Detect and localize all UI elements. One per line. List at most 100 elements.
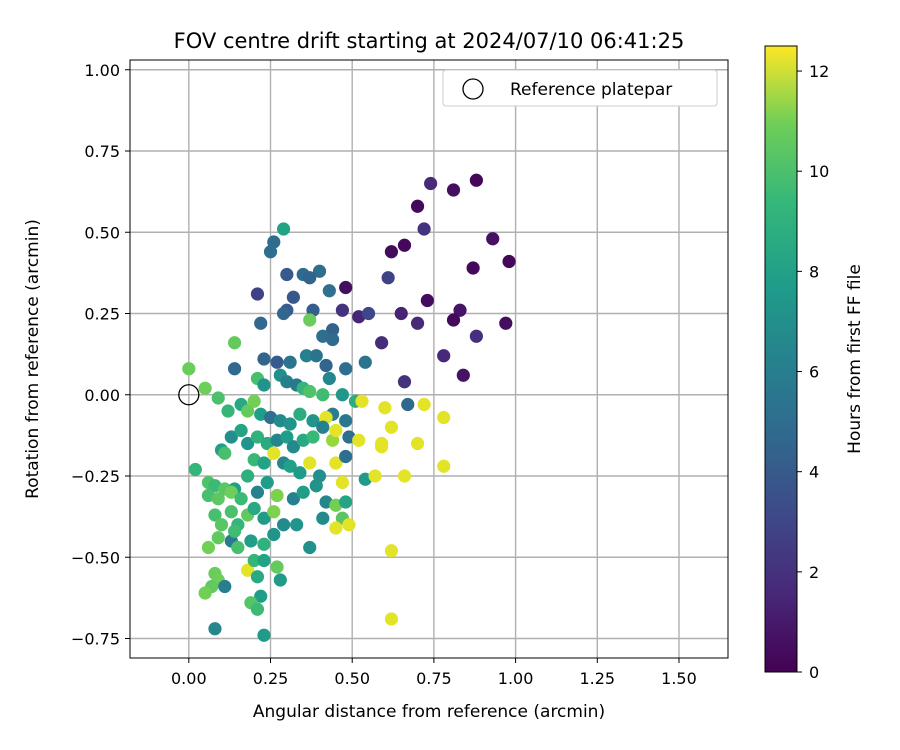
data-point xyxy=(335,303,350,317)
data-point xyxy=(290,518,304,532)
data-point xyxy=(384,420,399,434)
data-point xyxy=(241,404,255,418)
data-point xyxy=(218,446,232,460)
data-point xyxy=(218,579,232,594)
data-point xyxy=(286,290,300,304)
data-point xyxy=(319,358,333,373)
data-point xyxy=(201,540,216,555)
data-point xyxy=(224,485,238,499)
data-point xyxy=(342,518,356,532)
data-point xyxy=(208,622,222,636)
data-point xyxy=(417,397,431,412)
data-point xyxy=(211,531,225,545)
x-tick-label: 0.50 xyxy=(334,669,370,688)
data-point xyxy=(397,238,412,252)
y-axis-label: Rotation from reference (arcmin) xyxy=(23,219,43,499)
data-point xyxy=(270,488,284,503)
data-point xyxy=(263,245,278,259)
data-point xyxy=(326,332,340,347)
data-point xyxy=(227,362,242,376)
data-point xyxy=(283,417,297,431)
data-point xyxy=(211,492,225,506)
data-point xyxy=(410,436,425,451)
y-tick-label: 0.25 xyxy=(84,305,120,324)
data-point xyxy=(247,394,261,408)
x-tick-label: 0.75 xyxy=(416,669,452,688)
colorbar xyxy=(764,45,798,673)
data-point xyxy=(227,524,242,538)
data-point xyxy=(437,410,451,425)
data-point xyxy=(420,293,434,308)
data-point xyxy=(437,349,451,363)
data-point xyxy=(231,540,245,555)
data-point xyxy=(401,397,415,412)
colorbar-tick-label: 2 xyxy=(809,563,819,582)
data-point xyxy=(257,553,271,568)
legend-label-reference: Reference platepar xyxy=(510,80,672,100)
data-point xyxy=(316,388,330,402)
data-point xyxy=(241,469,255,483)
data-point xyxy=(267,505,281,519)
data-point xyxy=(309,479,323,493)
data-point xyxy=(244,534,258,548)
data-point xyxy=(486,232,500,246)
data-point xyxy=(280,430,294,444)
data-point xyxy=(250,602,265,616)
data-point xyxy=(312,264,327,278)
data-point xyxy=(381,271,395,285)
colorbar-label: Hours from first FF file xyxy=(845,264,865,454)
data-point xyxy=(417,222,431,236)
data-point xyxy=(267,446,281,460)
data-point xyxy=(283,355,297,369)
data-point xyxy=(198,586,212,600)
legend-box xyxy=(442,69,718,107)
data-point xyxy=(375,440,389,454)
data-point xyxy=(303,384,317,399)
data-point xyxy=(384,612,399,626)
data-point xyxy=(368,469,382,483)
x-axis-label: Angular distance from reference (arcmin) xyxy=(253,702,605,722)
data-point xyxy=(198,381,212,395)
y-tick-label: −0.50 xyxy=(71,548,120,567)
data-point xyxy=(250,430,265,444)
grid xyxy=(130,60,728,658)
data-point xyxy=(446,183,461,197)
y-tick-label: −0.25 xyxy=(71,467,120,486)
data-point xyxy=(410,199,425,213)
data-point xyxy=(227,336,242,350)
data-point xyxy=(293,407,307,421)
reference-platepar-marker xyxy=(178,384,200,406)
x-axis-ticks: 0.00 0.25 0.50 0.75 1.00 1.25 1.50 xyxy=(171,658,697,688)
data-point xyxy=(188,462,202,477)
data-point xyxy=(286,440,300,454)
data-point xyxy=(247,553,261,568)
data-point xyxy=(502,254,516,269)
data-point xyxy=(224,505,238,519)
data-point xyxy=(329,521,343,535)
data-point xyxy=(394,306,408,321)
chart-title: FOV centre drift starting at 2024/07/10 … xyxy=(174,29,685,53)
data-point xyxy=(296,485,310,499)
y-tick-label: 0.75 xyxy=(84,142,120,161)
data-point xyxy=(257,456,271,470)
data-point xyxy=(469,173,483,187)
data-point xyxy=(250,287,265,301)
data-point xyxy=(322,284,336,298)
data-point xyxy=(303,313,317,327)
data-point xyxy=(211,391,225,405)
x-tick-label: 1.25 xyxy=(579,669,615,688)
colorbar-tick-label: 4 xyxy=(809,463,819,482)
data-point xyxy=(339,495,353,509)
y-tick-label: −0.75 xyxy=(71,630,120,649)
colorbar-tick-label: 0 xyxy=(809,663,819,682)
data-point xyxy=(257,352,271,366)
data-point xyxy=(410,316,425,330)
legend-marker-reference xyxy=(462,78,484,100)
data-point xyxy=(361,306,376,321)
data-point xyxy=(309,349,323,363)
data-point xyxy=(339,449,353,464)
x-tick-label: 0.25 xyxy=(253,669,289,688)
data-point xyxy=(456,368,470,382)
data-point xyxy=(352,433,366,447)
